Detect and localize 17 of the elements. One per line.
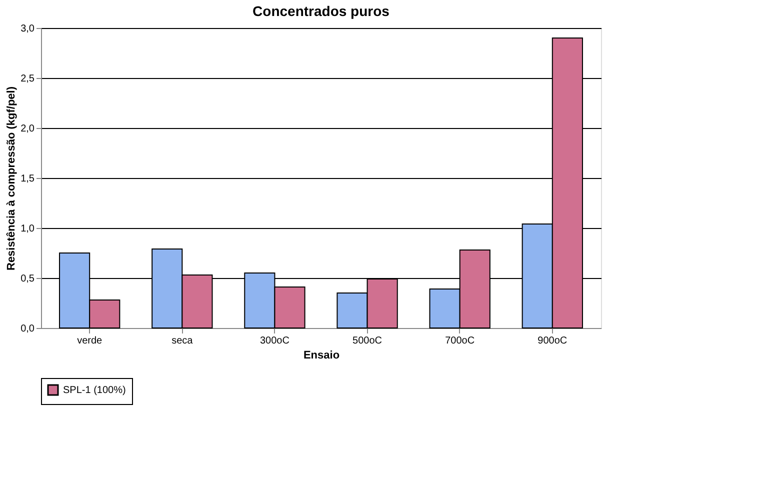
x-tick-label: 500oC xyxy=(352,336,382,346)
y-tick-label: 2,5 xyxy=(20,74,35,84)
chart-title: Concentrados puros xyxy=(252,3,390,19)
y-tick-label: 0,5 xyxy=(20,274,35,284)
x-tick-label: 900oC xyxy=(538,336,568,346)
x-tick-label: 300oC xyxy=(260,336,290,346)
x-axis-title: Ensaio xyxy=(303,350,340,362)
y-tick-label: 1,5 xyxy=(20,174,35,184)
x-tick-label: seca xyxy=(172,336,194,346)
y-tick-label: 0,0 xyxy=(20,324,35,334)
x-tick-label: 700oC xyxy=(445,336,475,346)
y-axis-title: Resistência à compressão (kgf/pel) xyxy=(6,86,18,271)
x-tick-label: verde xyxy=(77,336,103,346)
y-tick-label: 1,0 xyxy=(20,224,35,234)
legend-label: SPL-1 (100%) xyxy=(63,385,126,396)
y-tick-label: 3,0 xyxy=(20,24,35,34)
y-tick-label: 2,0 xyxy=(20,124,35,134)
